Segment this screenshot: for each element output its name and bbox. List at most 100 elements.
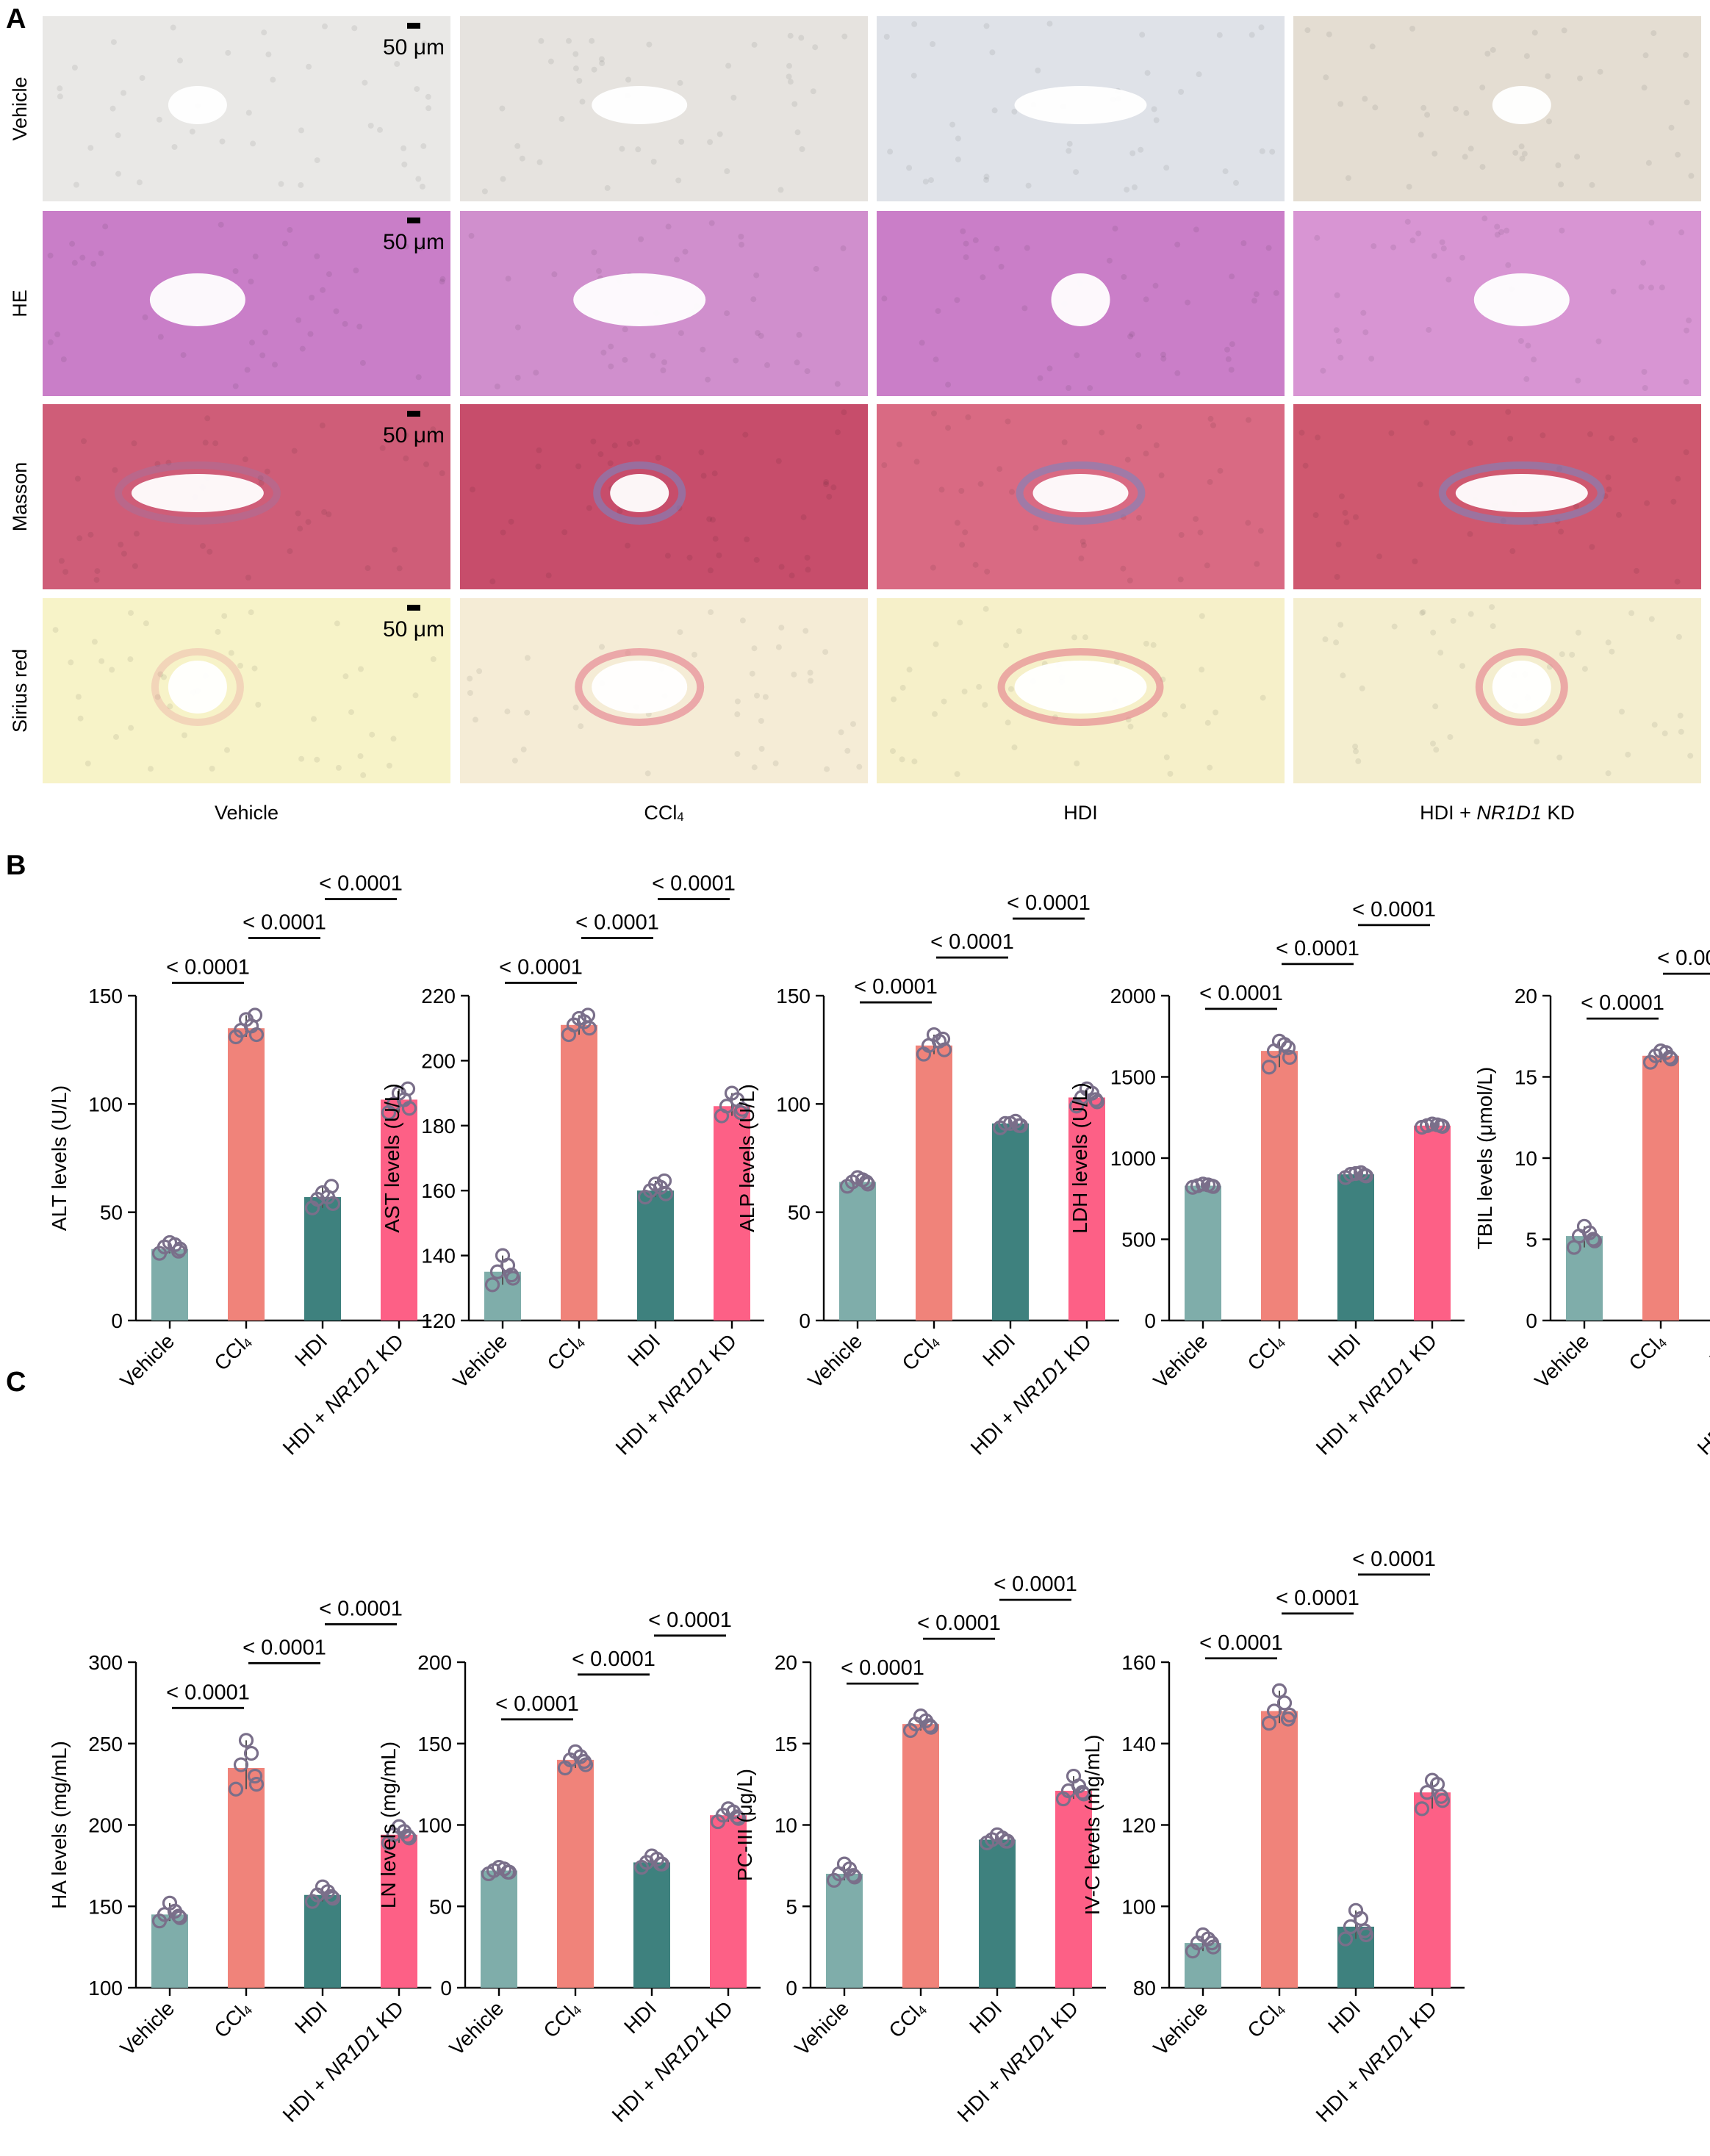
tissue-texture — [965, 414, 971, 420]
tissue-texture — [414, 86, 420, 93]
tissue-texture — [664, 553, 671, 559]
micrograph-panel — [460, 598, 868, 783]
tissue-texture — [1046, 365, 1053, 372]
vessel-lumen — [592, 85, 688, 124]
x-tick-label: CCl4 — [897, 1329, 943, 1375]
tissue-texture — [1016, 628, 1022, 634]
tissue-texture — [1467, 611, 1474, 617]
data-point — [1079, 1081, 1095, 1096]
tissue-texture — [955, 157, 961, 162]
tissue-texture — [887, 148, 894, 155]
tissue-texture — [932, 711, 938, 717]
significance-label: < 0.0001 — [319, 872, 403, 896]
tissue-texture — [500, 176, 506, 182]
tissue-texture — [716, 552, 722, 558]
significance-label: < 0.0001 — [1199, 982, 1283, 1005]
tissue-texture — [1334, 292, 1340, 298]
tissue-texture — [1127, 333, 1134, 339]
tissue-texture — [154, 461, 161, 467]
data-point — [238, 1733, 254, 1748]
bar — [1337, 1174, 1374, 1320]
tissue-texture — [962, 529, 969, 536]
tissue-texture — [94, 568, 101, 575]
tissue-texture — [844, 747, 851, 754]
tissue-texture — [1193, 226, 1199, 233]
tissue-texture — [533, 370, 539, 376]
data-point — [858, 1174, 874, 1190]
tissue-texture — [1207, 478, 1213, 485]
data-point — [656, 1173, 672, 1189]
tissue-texture — [1204, 562, 1210, 569]
tissue-texture — [425, 93, 431, 100]
tissue-texture — [412, 692, 419, 699]
tissue-texture — [180, 352, 187, 359]
tissue-texture — [90, 260, 97, 267]
bar — [1261, 1051, 1298, 1320]
tissue-texture — [1437, 650, 1444, 656]
tissue-texture — [960, 228, 966, 234]
data-point — [1271, 1683, 1287, 1698]
tissue-texture — [1229, 273, 1235, 280]
tissue-texture — [1605, 639, 1612, 646]
tissue-texture — [1298, 429, 1305, 436]
tissue-texture — [955, 135, 961, 142]
tissue-texture — [738, 234, 744, 240]
tissue-texture — [1273, 290, 1279, 296]
tissue-texture — [109, 666, 115, 673]
tissue-texture — [232, 268, 239, 274]
data-point — [323, 1889, 340, 1905]
y-tick-label: 300 — [88, 1651, 123, 1674]
tissue-texture — [1120, 565, 1127, 572]
data-point — [1661, 1049, 1678, 1066]
tissue-texture — [772, 760, 779, 766]
tissue-texture — [1555, 162, 1562, 168]
tissue-texture — [237, 662, 243, 669]
tissue-texture — [357, 753, 364, 759]
x-tick-label: CCl4 — [1243, 1997, 1288, 2042]
micrograph-panel — [43, 598, 450, 783]
tissue-texture — [677, 79, 683, 86]
tissue-texture — [1007, 686, 1014, 692]
tissue-texture — [470, 486, 475, 493]
tissue-texture — [62, 569, 69, 575]
tissue-texture — [473, 716, 478, 723]
tissue-texture — [881, 462, 888, 468]
y-tick-label: 2000 — [1110, 985, 1156, 1007]
tissue-texture — [913, 459, 920, 465]
tissue-texture — [1517, 338, 1524, 344]
y-axis-label: HA levels (mg/mL) — [48, 1741, 71, 1909]
y-tick-label: 120 — [421, 1309, 456, 1332]
tissue-texture — [215, 628, 221, 635]
tissue-texture — [972, 237, 979, 243]
tissue-texture — [982, 702, 988, 708]
fibrosis-stain — [1475, 647, 1568, 726]
tissue-texture — [591, 249, 597, 256]
tissue-texture — [1674, 578, 1681, 585]
tissue-texture — [262, 329, 268, 336]
tissue-texture — [524, 655, 531, 661]
tissue-texture — [154, 694, 161, 700]
tissue-texture — [1609, 648, 1615, 655]
y-axis-label: PC-III (μg/L) — [733, 1769, 756, 1881]
tissue-texture — [802, 628, 809, 634]
tissue-texture — [674, 256, 680, 263]
vessel-lumen — [1051, 273, 1110, 326]
data-point — [567, 1744, 583, 1759]
bar — [304, 1197, 341, 1320]
tissue-texture — [941, 698, 947, 705]
tissue-texture — [838, 729, 844, 736]
tissue-texture — [910, 72, 917, 79]
tissue-texture — [708, 220, 715, 226]
tissue-texture — [1197, 529, 1204, 536]
tissue-texture — [519, 155, 525, 162]
tissue-texture — [1519, 155, 1526, 162]
tissue-texture — [700, 346, 706, 353]
tissue-texture — [1559, 227, 1565, 234]
significance-label: < 0.0001 — [243, 911, 326, 935]
y-tick-label: 15 — [1515, 1066, 1537, 1089]
y-tick-label: 20 — [1515, 985, 1537, 1007]
tissue-texture — [841, 33, 848, 40]
fibrosis-stain — [575, 647, 705, 726]
row-label: Masson — [9, 462, 31, 532]
tissue-texture — [1661, 730, 1668, 737]
